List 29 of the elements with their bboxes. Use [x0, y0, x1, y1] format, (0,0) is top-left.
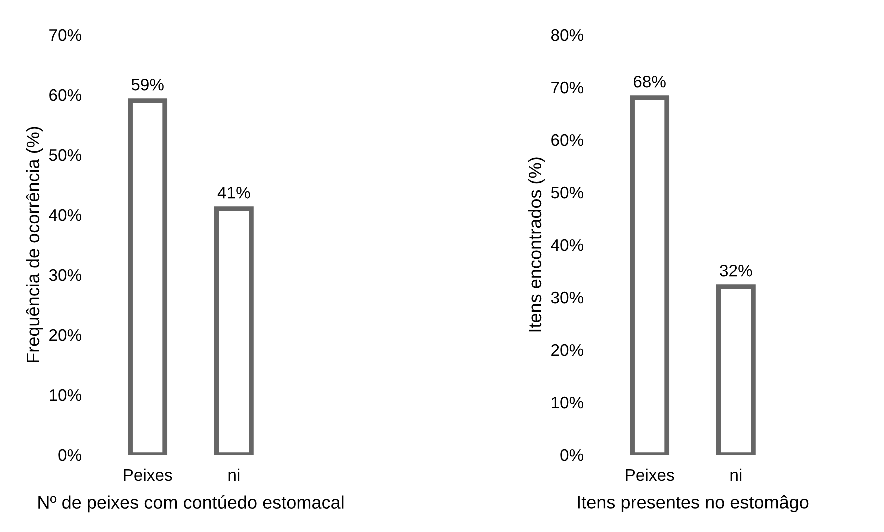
y-tick-label: 40% — [551, 239, 584, 252]
x-tick-label: Peixes — [124, 468, 172, 482]
y-tick-label: 60% — [552, 134, 584, 146]
y-tick-label: 30% — [49, 269, 82, 282]
y-tick-label: 80% — [551, 29, 584, 42]
y-tick-label: 0% — [560, 449, 584, 462]
y-tick-label: 20% — [50, 329, 82, 342]
data-label: 59% — [132, 78, 164, 91]
y-tick-label: 10% — [50, 389, 82, 402]
y-tick-label: 50% — [49, 149, 82, 162]
data-label: 68% — [634, 76, 666, 88]
x-tick-label: ni — [228, 468, 240, 481]
y-axis-title: Itens encontrados (%) — [528, 158, 546, 332]
y-tick-label: 50% — [551, 186, 584, 199]
y-tick-label: 10% — [552, 396, 584, 409]
y-tick-label: 20% — [552, 344, 584, 356]
x-tick-label: ni — [730, 468, 742, 481]
data-label: 32% — [720, 264, 752, 277]
y-tick-label: 0% — [58, 449, 82, 462]
y-tick-label: 60% — [50, 89, 82, 102]
y-tick-label: 40% — [49, 209, 82, 222]
data-label: 41% — [218, 187, 250, 199]
x-axis-title: Itens presentes no estomâgo — [578, 496, 809, 512]
y-tick-label: 70% — [50, 29, 82, 42]
y-tick-label: 30% — [551, 292, 584, 304]
y-axis-title: Frequência de ocorrência (%) — [26, 127, 44, 362]
x-axis-title: Nº de peixes com contúedo estomacal — [38, 496, 344, 513]
y-tick-label: 70% — [552, 82, 584, 94]
x-tick-label: Peixes — [626, 468, 674, 482]
